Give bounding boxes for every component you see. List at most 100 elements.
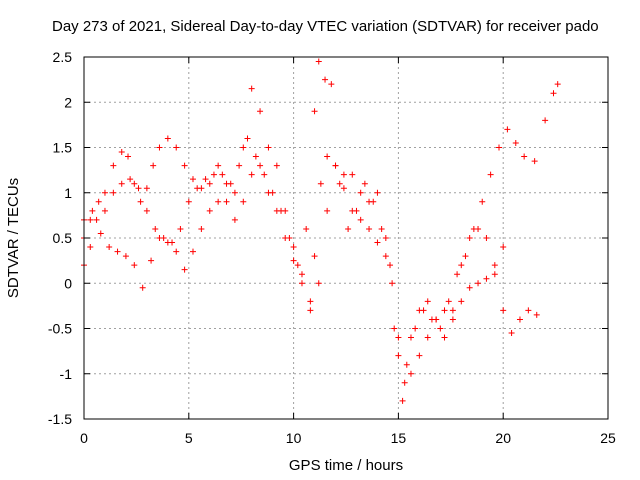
series-track-3 [81, 81, 561, 404]
data-point [148, 257, 155, 264]
data-point [357, 189, 364, 196]
data-point [248, 85, 255, 92]
data-point [210, 171, 217, 178]
y-tick-label: -0.5 [48, 321, 72, 337]
data-point [231, 189, 238, 196]
grid-lines [84, 57, 608, 419]
data-point [177, 225, 184, 232]
data-point [403, 361, 410, 368]
data-point [215, 162, 222, 169]
data-point [395, 334, 402, 341]
data-point [298, 271, 305, 278]
data-point [336, 180, 343, 187]
data-point [357, 216, 364, 223]
data-point [131, 262, 138, 269]
data-point [311, 253, 318, 260]
data-point [87, 244, 94, 251]
data-point [445, 298, 452, 305]
data-point [349, 171, 356, 178]
data-point [185, 198, 192, 205]
data-point [93, 216, 100, 223]
x-tick-label: 15 [391, 430, 407, 446]
data-point [122, 253, 129, 260]
data-point [311, 108, 318, 115]
y-tick-label: 0 [64, 275, 72, 291]
data-point [479, 198, 486, 205]
data-point [307, 298, 314, 305]
data-point [206, 180, 213, 187]
chart-title: Day 273 of 2021, Sidereal Day-to-day VTE… [52, 18, 599, 35]
x-tick-label: 20 [495, 430, 511, 446]
data-point [332, 162, 339, 169]
data-point [416, 352, 423, 359]
data-point [424, 334, 431, 341]
data-point [240, 198, 247, 205]
x-axis-label: GPS time / hours [289, 457, 403, 474]
data-point [257, 108, 264, 115]
data-point [236, 162, 243, 169]
data-point [458, 262, 465, 269]
data-point [395, 352, 402, 359]
data-point [462, 253, 469, 260]
y-tick-label: 1.5 [53, 140, 73, 156]
data-point [550, 90, 557, 97]
data-point [449, 316, 456, 323]
data-point [118, 180, 125, 187]
data-point [118, 149, 125, 156]
y-tick-label: 0.5 [53, 230, 73, 246]
data-point [110, 189, 117, 196]
data-point [420, 307, 427, 314]
data-point [227, 180, 234, 187]
data-point [391, 325, 398, 332]
data-point [181, 266, 188, 273]
data-point [470, 225, 477, 232]
data-point [475, 280, 482, 287]
data-point [273, 207, 280, 214]
data-point [491, 271, 498, 278]
data-point [257, 162, 264, 169]
y-tick-label: 1 [64, 185, 72, 201]
x-tick-label: 0 [80, 430, 88, 446]
data-point [500, 307, 507, 314]
data-point [516, 316, 523, 323]
data-point [328, 81, 335, 88]
data-point [95, 198, 102, 205]
data-point [412, 325, 419, 332]
data-point [512, 139, 519, 146]
data-point [152, 225, 159, 232]
data-point [361, 180, 368, 187]
data-point [466, 235, 473, 241]
data-point [101, 189, 108, 196]
data-point [315, 280, 322, 287]
data-point [240, 144, 247, 151]
data-point [106, 244, 113, 251]
data-point [173, 144, 180, 151]
data-point [324, 207, 331, 214]
data-point [265, 189, 272, 196]
data-point [273, 162, 280, 169]
data-point [554, 81, 561, 88]
data-point [441, 307, 448, 314]
y-tick-label: 2 [64, 94, 72, 110]
data-point [500, 244, 507, 251]
axis-ticks: 0 5 10 15 20 25 -1.5 -1 -0.5 0 0.5 1 1.5 2 2.5 [48, 49, 616, 446]
data-point [282, 235, 289, 241]
data-point [156, 144, 163, 151]
data-point [382, 253, 389, 260]
data-point [265, 144, 272, 151]
data-point [487, 171, 494, 178]
data-point [340, 171, 347, 178]
data-point [223, 198, 230, 205]
data-point [353, 207, 360, 214]
data-point [340, 185, 347, 192]
data-point [483, 275, 490, 282]
y-tick-label: -1 [60, 366, 73, 382]
data-point [370, 198, 377, 205]
data-point [294, 262, 301, 269]
data-point [401, 379, 408, 386]
data-point [244, 135, 251, 142]
data-point [303, 225, 310, 232]
data-point [374, 239, 381, 246]
data-point [290, 257, 297, 264]
